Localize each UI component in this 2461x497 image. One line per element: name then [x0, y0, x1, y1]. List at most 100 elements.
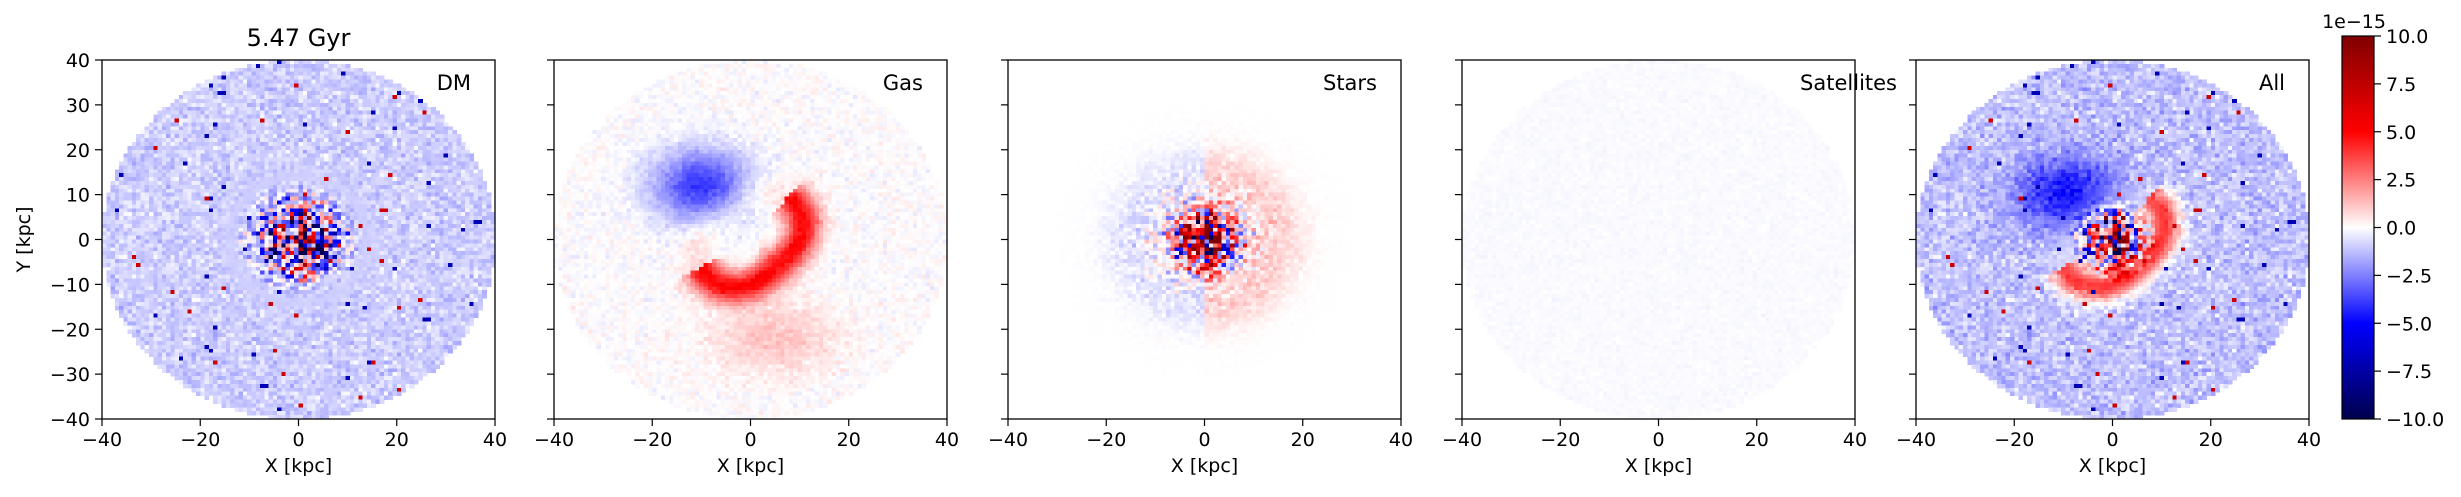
heatmap-cell [162, 212, 167, 217]
heatmap-cell [286, 119, 291, 124]
heatmap-cell [358, 282, 363, 287]
heatmap-cell [111, 240, 116, 245]
heatmap-cell [367, 228, 372, 233]
heatmap-cell [252, 349, 257, 354]
heatmap-cell [273, 318, 278, 323]
heatmap-cell [324, 392, 329, 397]
heatmap-cell [363, 115, 368, 120]
heatmap-cell [217, 368, 222, 373]
heatmap-cell [243, 83, 248, 88]
heatmap-cell [260, 349, 265, 354]
heatmap-cell [294, 228, 299, 233]
heatmap-cell [239, 80, 244, 85]
heatmap-cell [341, 282, 346, 287]
heatmap-cell [350, 91, 355, 96]
heatmap-cell [222, 107, 227, 112]
heatmap-cell [145, 228, 150, 233]
heatmap-cell [149, 161, 154, 166]
heatmap-cell [149, 185, 154, 190]
heatmap-cell [243, 224, 248, 229]
heatmap-cell [324, 380, 329, 385]
heatmap-cell [320, 189, 325, 194]
heatmap-cell [294, 111, 299, 116]
heatmap-cell [286, 197, 291, 202]
heatmap-cell [320, 165, 325, 170]
heatmap-cell [371, 91, 376, 96]
heatmap-cell [358, 310, 363, 315]
heatmap-cell [158, 181, 163, 186]
heatmap-cell [111, 200, 116, 205]
heatmap-cell [294, 360, 299, 365]
heatmap-cell [175, 208, 180, 213]
heatmap-cell [239, 321, 244, 326]
heatmap-cell [256, 337, 261, 342]
heatmap-cell [183, 169, 188, 174]
heatmap-cell [294, 142, 299, 147]
heatmap-cell [341, 130, 346, 135]
heatmap-cell [158, 243, 163, 248]
heatmap-cell [299, 122, 304, 127]
heatmap-cell [153, 154, 158, 159]
heatmap-cell [128, 161, 133, 166]
heatmap-cell [140, 314, 145, 319]
heatmap-cell [333, 333, 338, 338]
heatmap-cell [273, 95, 278, 100]
heatmap-cell [358, 161, 363, 166]
heatmap-cell [303, 99, 308, 104]
heatmap-cell [363, 399, 368, 404]
heatmap-cell [200, 103, 205, 108]
heatmap-cell [367, 294, 372, 299]
heatmap-cell [162, 169, 167, 174]
heatmap-cell [363, 232, 368, 237]
heatmap-cell [328, 126, 333, 131]
heatmap-cell [320, 286, 325, 291]
heatmap-cell [273, 321, 278, 326]
heatmap-cell [226, 364, 231, 369]
heatmap-cell [324, 321, 329, 326]
heatmap-cell [264, 130, 269, 135]
heatmap-cell [175, 181, 180, 186]
heatmap-cell [183, 189, 188, 194]
heatmap-cell [234, 76, 239, 81]
heatmap-cell [286, 333, 291, 338]
heatmap-cell [192, 282, 197, 287]
heatmap-cell [363, 392, 368, 397]
heatmap-cell [290, 357, 295, 362]
heatmap-cell [358, 76, 363, 81]
heatmap-cell [307, 396, 312, 401]
heatmap-cell [196, 122, 201, 127]
heatmap-cell [230, 103, 235, 108]
heatmap-cell [136, 228, 141, 233]
heatmap-cell [145, 185, 150, 190]
heatmap-cell [358, 232, 363, 237]
heatmap-cell [324, 83, 329, 88]
heatmap-cell [217, 154, 222, 159]
heatmap-cell [239, 286, 244, 291]
heatmap-cell [196, 126, 201, 131]
heatmap-cell [303, 122, 308, 127]
heatmap-cell [119, 306, 124, 311]
heatmap-cell [252, 364, 257, 369]
heatmap-cell [179, 122, 184, 127]
heatmap-cell [102, 251, 107, 256]
heatmap-cell [226, 333, 231, 338]
heatmap-cell [209, 345, 214, 350]
heatmap-cell [290, 72, 295, 77]
heatmap-cell [290, 64, 295, 69]
heatmap-cell [311, 224, 316, 229]
heatmap-cell [333, 298, 338, 303]
heatmap-cell [200, 115, 205, 120]
heatmap-cell [363, 314, 368, 319]
heatmap-cell [333, 204, 338, 209]
heatmap-cell [307, 337, 312, 342]
heatmap-cell [230, 99, 235, 104]
heatmap-cell [226, 357, 231, 362]
heatmap-cell [179, 286, 184, 291]
heatmap-cell [166, 341, 171, 346]
heatmap-cell [358, 302, 363, 307]
heatmap-cell [269, 403, 274, 408]
heatmap-cell [239, 329, 244, 334]
heatmap-cell [166, 154, 171, 159]
heatmap-cell [286, 224, 291, 229]
heatmap-cell [247, 99, 252, 104]
